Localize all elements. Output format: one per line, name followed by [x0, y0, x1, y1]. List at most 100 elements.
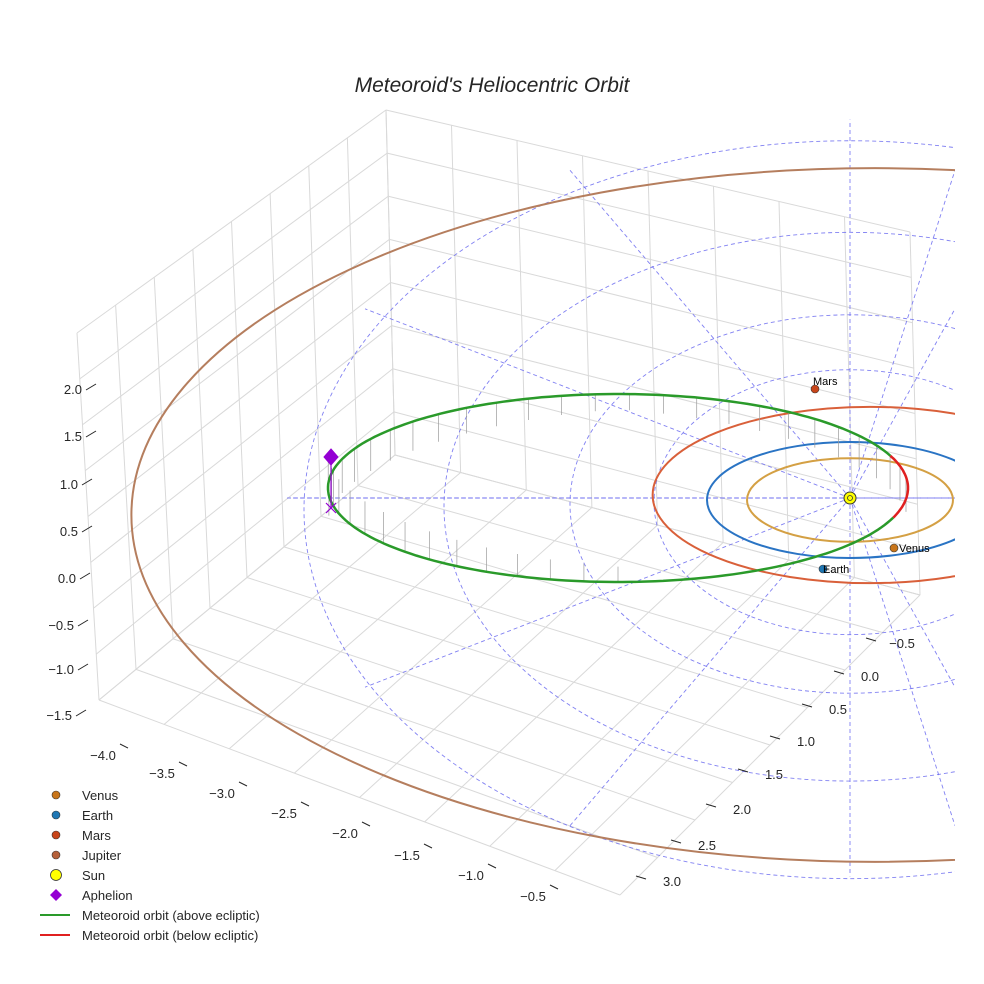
x-tick-label: −2.0	[332, 826, 358, 841]
z-tick	[85, 383, 97, 391]
legend-item: Earth	[36, 805, 260, 825]
x-tick	[423, 843, 433, 849]
gridline	[76, 109, 387, 334]
z-tick	[81, 478, 93, 486]
mars-marker	[810, 384, 820, 394]
gridline	[619, 594, 921, 896]
legend-marker	[36, 805, 76, 825]
y-tick	[670, 839, 682, 844]
legend-marker	[36, 925, 76, 945]
legend-item: Aphelion	[36, 885, 260, 905]
z-tick	[79, 572, 91, 580]
z-tick	[85, 430, 97, 438]
legend-item: Meteoroid orbit (below ecliptic)	[36, 925, 260, 945]
gridline	[82, 195, 389, 426]
z-tick-label: 0.0	[58, 571, 76, 586]
legend-marker	[36, 825, 76, 845]
venus-label: Venus	[899, 543, 930, 555]
y-tick-label: 2.5	[698, 838, 716, 853]
y-tick	[769, 735, 781, 740]
gridline	[90, 325, 392, 563]
orbit-mars	[651, 405, 955, 585]
z-tick-label: 1.5	[64, 429, 82, 444]
earth-label: Earth	[823, 564, 849, 576]
gridline	[554, 577, 855, 871]
reference-spoke	[569, 170, 851, 499]
x-tick	[178, 761, 188, 767]
y-tick-label: 1.0	[797, 734, 815, 749]
legend-marker	[36, 905, 76, 925]
orbit-jupiter	[130, 167, 955, 863]
z-tick-label: −1.0	[48, 662, 74, 677]
z-tick-label: 1.0	[60, 477, 78, 492]
z-tick-label: 2.0	[64, 382, 82, 397]
gridline	[84, 238, 390, 472]
gridline	[385, 109, 911, 233]
aphelion-ecliptic-point	[325, 502, 337, 514]
gridline	[424, 542, 724, 823]
x-tick	[487, 863, 497, 869]
legend-label: Meteoroid orbit (above ecliptic)	[82, 907, 260, 923]
y-tick	[635, 875, 647, 880]
z-tick	[81, 525, 93, 533]
mars-label: Mars	[813, 376, 838, 388]
y-tick-label: 1.5	[765, 767, 783, 782]
x-tick-label: −4.0	[90, 748, 116, 763]
reference-spoke	[364, 308, 851, 499]
venus-marker	[889, 543, 899, 553]
x-tick-label: −3.0	[209, 786, 235, 801]
z-tick	[77, 619, 89, 627]
gridline	[390, 282, 916, 414]
gridline	[388, 195, 913, 324]
x-tick	[361, 821, 371, 827]
gridline	[93, 368, 394, 609]
x-tick	[238, 781, 248, 787]
y-tick-label: 0.5	[829, 702, 847, 717]
y-tick	[737, 768, 749, 773]
x-tick-label: −2.5	[271, 806, 297, 821]
gridline	[387, 152, 912, 278]
z-tick-label: 0.5	[60, 524, 78, 539]
y-tick	[705, 803, 717, 808]
z-tick	[75, 709, 87, 717]
legend-item: Sun	[36, 865, 260, 885]
reference-spoke	[849, 497, 955, 688]
gridline	[95, 411, 395, 655]
sun-marker	[843, 491, 857, 505]
aphelion-marker	[323, 448, 339, 466]
z-tick	[77, 663, 89, 671]
legend-label: Sun	[82, 867, 106, 883]
orbit-venus	[746, 457, 954, 543]
gridline	[98, 699, 621, 896]
x-tick-label: −0.5	[520, 889, 546, 904]
meteoroid-orbit-below	[889, 454, 910, 519]
gridline	[392, 368, 918, 505]
legend-label: Mars	[82, 827, 111, 843]
reference-spoke	[569, 497, 851, 826]
legend-label: Aphelion	[82, 887, 133, 903]
reference-ring	[303, 140, 955, 879]
legend-marker	[36, 885, 76, 905]
x-tick-label: −3.5	[149, 766, 175, 781]
gridline	[87, 282, 391, 517]
legend-label: Earth	[82, 807, 114, 823]
x-tick	[549, 884, 559, 890]
gridline	[135, 668, 658, 858]
legend-marker	[36, 865, 76, 885]
z-tick-label: −1.5	[46, 708, 72, 723]
legend: Venus Earth Mars Jupiter Sun Aphelion Meteoroi…	[36, 785, 260, 945]
back-pane-left	[77, 110, 395, 700]
legend-label: Meteoroid orbit (below ecliptic)	[82, 927, 259, 943]
reference-spoke	[364, 497, 851, 688]
x-tick-label: −1.0	[458, 868, 484, 883]
chart-title: Meteoroid's Heliocentric Orbit	[354, 74, 630, 97]
y-tick	[833, 670, 845, 675]
legend-item: Jupiter	[36, 845, 260, 865]
legend-item: Venus	[36, 785, 260, 805]
gridline	[359, 524, 658, 798]
x-tick	[119, 743, 129, 749]
gridline	[489, 559, 790, 847]
legend-marker	[36, 845, 76, 865]
